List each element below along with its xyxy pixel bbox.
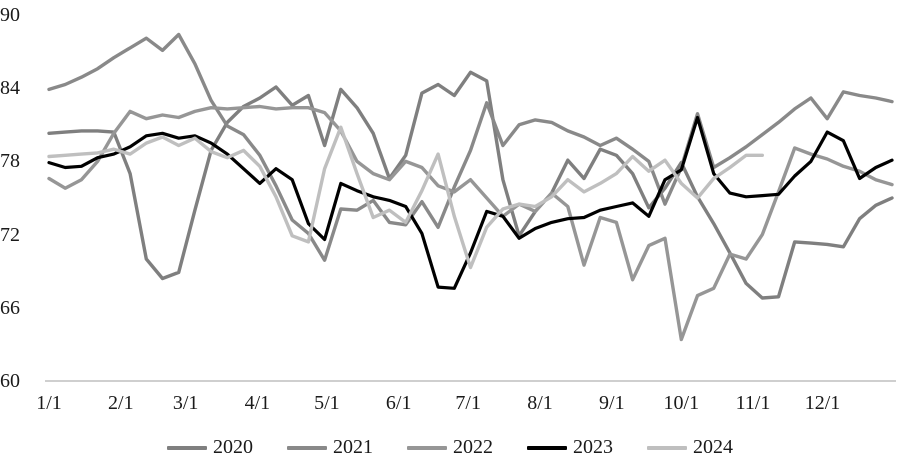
legend-label: 2020 bbox=[213, 436, 253, 458]
chart-legend: 2020 2021 2022 2023 2024 bbox=[0, 436, 900, 459]
x-tick-label-4-1: 4/1 bbox=[244, 392, 271, 414]
x-tick-label-11-1: 11/1 bbox=[735, 392, 771, 414]
y-tick-label-66: 66 bbox=[0, 296, 20, 319]
y-tick-label-72: 72 bbox=[0, 223, 20, 246]
series-line-2024 bbox=[47, 125, 764, 270]
legend-swatch-2021 bbox=[287, 445, 327, 450]
legend-item-2022: 2022 bbox=[407, 436, 493, 459]
x-tick-label-7-1: 7/1 bbox=[455, 392, 481, 414]
legend-item-2020: 2020 bbox=[167, 436, 253, 459]
legend-item-2023: 2023 bbox=[527, 436, 613, 459]
x-tick-label-1-1: 1/1 bbox=[36, 392, 62, 414]
x-tick-label-2-1: 2/1 bbox=[108, 392, 134, 414]
legend-swatch-2022 bbox=[407, 445, 447, 450]
legend-label: 2024 bbox=[693, 436, 733, 458]
series-line-2022 bbox=[47, 104, 894, 342]
y-tick-label-60: 60 bbox=[0, 370, 20, 392]
series-line-2021 bbox=[47, 32, 894, 262]
legend-swatch-2020 bbox=[167, 445, 207, 450]
series-line-2023 bbox=[47, 115, 894, 290]
legend-label: 2021 bbox=[333, 436, 373, 458]
y-tick-label-90: 90 bbox=[0, 4, 20, 26]
y-tick-label-84: 84 bbox=[0, 77, 20, 100]
legend-item-2024: 2024 bbox=[647, 436, 733, 459]
y-tick-label-78: 78 bbox=[0, 150, 20, 173]
x-tick-label-6-1: 6/1 bbox=[385, 392, 412, 414]
x-tick-label-10-1: 10/1 bbox=[663, 392, 700, 414]
legend-swatch-2024 bbox=[647, 445, 687, 450]
series-line-2020 bbox=[47, 70, 894, 300]
legend-label: 2023 bbox=[573, 436, 613, 458]
x-tick-label-9-1: 9/1 bbox=[599, 392, 625, 414]
legend-item-2021: 2021 bbox=[287, 436, 373, 459]
plot-lines bbox=[47, 32, 894, 342]
legend-swatch-2023 bbox=[527, 445, 567, 450]
x-tick-label-5-1: 5/1 bbox=[314, 392, 340, 414]
x-tick-label-3-1: 3/1 bbox=[172, 392, 199, 414]
legend-label: 2022 bbox=[453, 436, 493, 458]
x-tick-label-12-1: 12/1 bbox=[804, 392, 841, 414]
x-tick-label-8-1: 8/1 bbox=[527, 392, 553, 414]
